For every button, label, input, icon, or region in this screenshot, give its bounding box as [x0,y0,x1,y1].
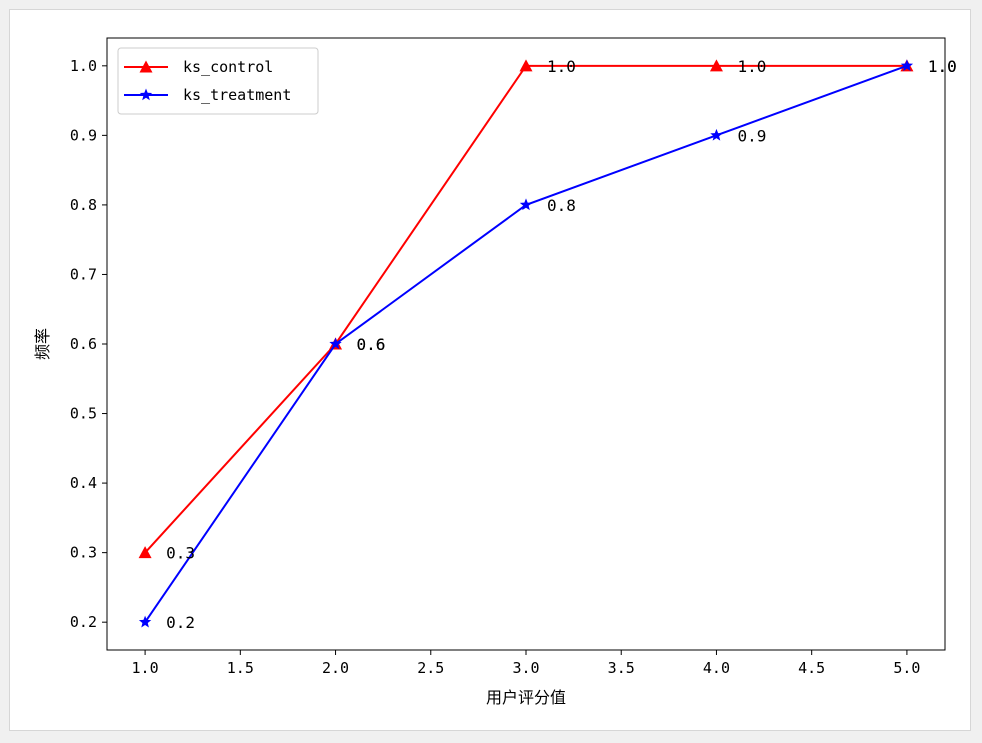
marker-star [139,88,153,101]
data-label: 0.2 [166,613,195,632]
data-label: 0.3 [166,544,195,563]
axis-ticks: 1.0 1.5 2.0 2.5 3.0 3.5 4.0 4.5 5.0 0.2 0.3 0.4 0.5 0… [70,57,921,677]
legend-entry: ks_treatment [183,86,291,104]
x-tick-label: 4.5 [798,659,825,677]
y-tick-label: 0.7 [70,265,97,283]
y-tick-label: 0.8 [70,196,97,214]
marker-triangle [519,59,533,72]
y-axis-label: 频率 [33,328,52,360]
marker-triangle [138,546,152,559]
series-ks_treatment [138,59,914,628]
marker-star [900,59,914,72]
x-tick-label: 2.5 [417,659,444,677]
plot-frame [106,37,946,651]
data-label: 0.8 [547,196,576,215]
marker-star [138,615,152,628]
data-labels: 0.30.61.0 1.0 1.00.20.60.80.91.0 [166,57,957,632]
y-tick-label: 0.4 [70,474,97,492]
legend-box [117,47,319,115]
legend-entry: ks_control [183,58,273,76]
marker-star [329,337,342,350]
x-tick-label: 1.5 [227,659,254,677]
x-tick-label: 3.5 [608,659,635,677]
marker-star [519,198,533,211]
x-tick-label: 2.0 [322,659,349,677]
data-label: 1.0 [737,57,766,76]
x-tick-label: 5.0 [893,659,920,677]
y-tick-label: 0.6 [70,335,97,353]
y-tick-label: 0.5 [70,405,97,423]
marker-triangle [709,59,723,72]
data-label: 1.0 [928,57,957,76]
data-label: 1.0 [928,57,957,76]
legend: ks_control ks_treatment [117,47,319,115]
x-tick-label: 1.0 [132,659,159,677]
x-axis-label: 用户评分值 [486,688,566,707]
x-tick-label: 4.0 [703,659,730,677]
series-group [138,59,914,628]
data-label: 0.9 [737,126,766,145]
data-label: 1.0 [547,57,576,76]
data-label: 0.6 [357,335,386,354]
y-tick-label: 0.2 [70,613,97,631]
y-tick-label: 0.9 [70,126,97,144]
y-tick-label: 1.0 [70,57,97,75]
x-tick-label: 3.0 [512,659,539,677]
marker-star [710,128,723,141]
plot-area [106,37,946,651]
marker-triangle [139,60,153,73]
data-label: 0.6 [357,335,386,354]
y-tick-label: 0.3 [70,544,97,562]
